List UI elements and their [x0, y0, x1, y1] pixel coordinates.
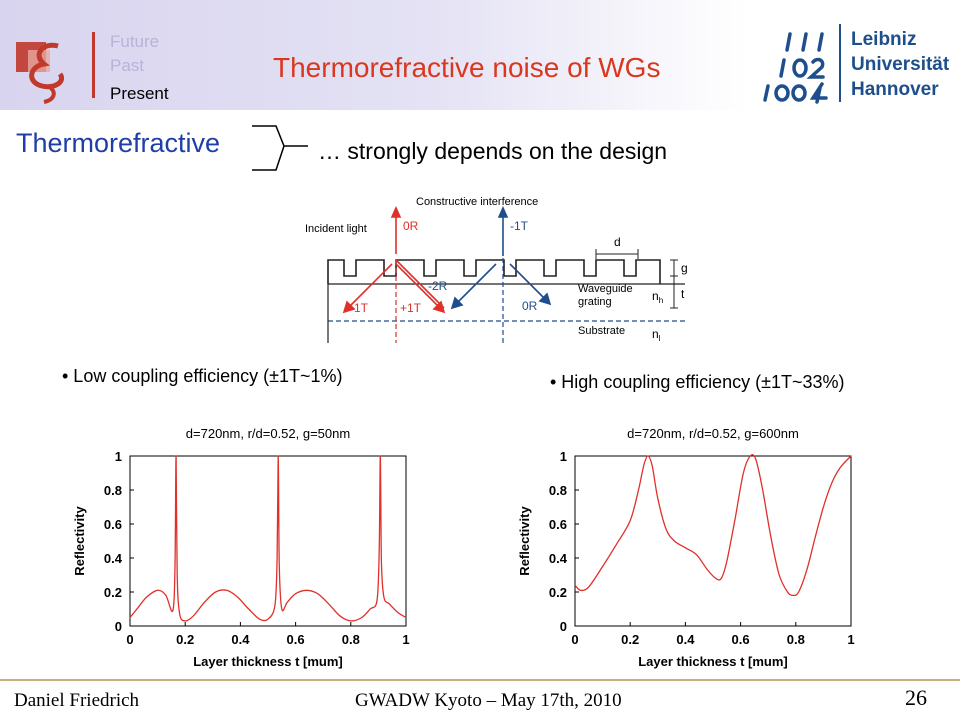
label-d: d: [614, 235, 621, 249]
grating-diagram: Constructive interference Incident light…: [305, 196, 688, 343]
diagram-incident-label: Incident light: [305, 223, 367, 235]
chart-0-xtick-label: 0.8: [342, 632, 360, 647]
chart-1-ylabel: Reflectivity: [517, 506, 532, 576]
label-minus1t: -1T: [350, 301, 369, 315]
label-minus2r: -2R: [428, 279, 448, 293]
footer-divider: [0, 679, 960, 681]
depends-text: … strongly depends on the design: [318, 138, 668, 164]
chart-1-xtick-label: 1: [847, 632, 854, 647]
chart-1-xlabel: Layer thickness t [mum]: [638, 654, 788, 669]
chart-0-xtick-label: 0.2: [176, 632, 194, 647]
university-name: Leibniz Universität Hannover: [851, 27, 949, 102]
blue-minus2r-arrow: [455, 263, 497, 305]
label-substrate: Substrate: [578, 325, 625, 337]
chart-1-ytick-label: 0.8: [549, 483, 567, 498]
label-top-0r: 0R: [403, 219, 419, 233]
chart-1-series-0-line: [574, 454, 852, 597]
label-top-minus1t: -1T: [510, 219, 529, 233]
red-plus1t-arrow: [395, 263, 441, 309]
chart-0-xlabel: Layer thickness t [mum]: [193, 654, 343, 669]
bullet-low-coupling: • Low coupling efficiency (±1T~1%): [62, 366, 343, 386]
red-incident-line: [395, 259, 445, 309]
chart-0-frame: [129, 455, 407, 627]
label-plus1t: +1T: [400, 301, 422, 315]
chart-0-ytick-label: 0.6: [104, 517, 122, 532]
university-divider: [839, 24, 841, 102]
chart-1-ytick-label: 0.4: [549, 551, 568, 566]
chart-1-ytick-label: 1: [560, 449, 567, 464]
label-g: g: [681, 261, 688, 275]
chart-0-series-0-line: [129, 455, 407, 622]
blue-0r-arrow: [509, 263, 547, 301]
chart-0-ytick-label: 0: [115, 619, 122, 634]
thermorefractive-label: Thermorefractive: [16, 128, 221, 158]
label-t: t: [681, 287, 685, 301]
chart-0-xtick-label: 0: [126, 632, 133, 647]
tagline-present: Present: [110, 84, 169, 103]
slide-title: Thermorefractive noise of WGs: [273, 52, 661, 83]
chart-0-title: d=720nm, r/d=0.52, g=50nm: [186, 426, 350, 441]
footer-event: GWADW Kyoto – May 17th, 2010: [355, 690, 622, 711]
chart-0-xtick-label: 0.6: [287, 632, 305, 647]
chart-1-ytick-label: 0.6: [549, 517, 567, 532]
header-banner: [0, 0, 960, 110]
chart-0-ytick-label: 0.8: [104, 483, 122, 498]
page-number: 26: [905, 685, 927, 710]
chart-1-xtick-label: 0.2: [621, 632, 639, 647]
university-name-line2: Universität: [851, 54, 950, 75]
logo-divider: [92, 32, 95, 98]
chart-1-ytick-label: 0: [560, 619, 567, 634]
red-minus1t-arrow: [347, 263, 393, 309]
label-grating: grating: [578, 296, 612, 308]
bullet-high-coupling: • High coupling efficiency (±1T~33%): [550, 372, 845, 392]
institute-logo-icon: [16, 42, 64, 104]
footer-author: Daniel Friedrich: [14, 690, 140, 711]
chart-1-ytick-label: 0.2: [549, 585, 567, 600]
tagline-past: Past: [110, 56, 145, 75]
reflectivity-chart-low: d=720nm, r/d=0.52, g=50nm 0 0.2 0.4 0.6 0.8 1 0…: [72, 426, 410, 669]
tagline-future: Future: [110, 32, 160, 51]
label-nl: nl: [652, 327, 661, 343]
chart-0-xtick-label: 1: [402, 632, 409, 647]
chart-1-xtick-label: 0: [571, 632, 578, 647]
diagram-constructive-label: Constructive interference: [416, 196, 538, 208]
chart-1-xtick-label: 0.6: [732, 632, 750, 647]
chart-1-frame: [574, 455, 852, 627]
chart-1-xtick-label: 0.8: [787, 632, 805, 647]
chart-0-ytick-label: 0.4: [104, 551, 123, 566]
grating-profile: [327, 259, 661, 284]
label-nh: nh: [652, 289, 663, 305]
chart-0-ytick-label: 0.2: [104, 585, 122, 600]
chart-0-ytick-label: 1: [115, 449, 122, 464]
chart-0-ylabel: Reflectivity: [72, 506, 87, 576]
university-name-line1: Leibniz: [851, 29, 917, 50]
chart-0-xtick-label: 0.4: [231, 632, 250, 647]
chart-1-xtick-label: 0.4: [676, 632, 695, 647]
label-bottom-0r: 0R: [522, 299, 538, 313]
brace-icon: [252, 125, 308, 171]
label-waveguide: Waveguide: [578, 283, 633, 295]
chart-1-title: d=720nm, r/d=0.52, g=600nm: [627, 426, 799, 441]
university-logo-icon: [763, 32, 828, 104]
university-name-line3: Hannover: [851, 79, 939, 100]
reflectivity-chart-high: d=720nm, r/d=0.52, g=600nm 0 0.2 0.4 0.6 0.8 1…: [517, 426, 855, 669]
